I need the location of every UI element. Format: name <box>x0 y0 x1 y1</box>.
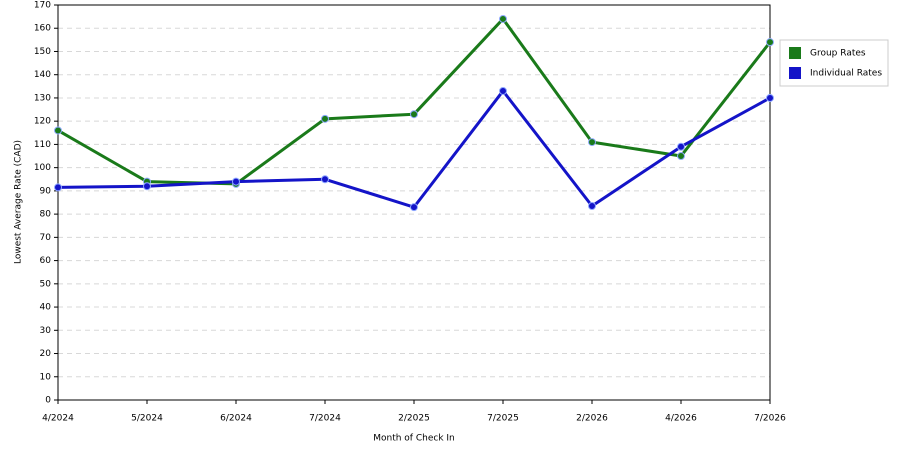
data-point <box>321 175 329 184</box>
x-tick-label: 2/2026 <box>576 414 608 424</box>
x-tick-label: 4/2026 <box>665 414 697 424</box>
data-point <box>410 110 418 119</box>
data-point <box>766 93 774 102</box>
x-tick-label: 7/2024 <box>309 414 341 424</box>
y-tick-label: 80 <box>40 210 52 220</box>
data-point <box>232 177 240 186</box>
y-tick-label: 30 <box>40 326 52 336</box>
legend-swatch <box>789 67 801 79</box>
x-tick-label: 2/2025 <box>398 414 430 424</box>
data-point <box>588 201 596 210</box>
data-point <box>321 114 329 123</box>
data-point <box>677 152 685 161</box>
data-point <box>54 183 62 192</box>
x-axis-label: Month of Check In <box>373 434 455 444</box>
y-axis-label: Lowest Average Rate (CAD) <box>14 140 24 264</box>
data-point <box>766 38 774 47</box>
y-tick-label: 100 <box>34 163 51 173</box>
y-tick-label: 40 <box>40 303 52 313</box>
data-point <box>499 14 507 23</box>
y-tick-label: 130 <box>34 93 51 103</box>
y-tick-label: 60 <box>40 256 52 266</box>
data-point <box>143 182 151 191</box>
x-tick-label: 7/2025 <box>487 414 519 424</box>
data-point <box>499 86 507 95</box>
legend-label: Group Rates <box>810 49 866 59</box>
y-tick-label: 170 <box>34 1 51 11</box>
x-tick-label: 5/2024 <box>131 414 163 424</box>
legend-swatch <box>789 47 801 59</box>
x-tick-label: 4/2024 <box>42 414 74 424</box>
y-tick-label: 70 <box>40 233 52 243</box>
y-tick-label: 110 <box>34 140 51 150</box>
legend <box>779 39 889 87</box>
data-point <box>410 203 418 212</box>
y-tick-label: 120 <box>34 117 51 127</box>
legend-label: Individual Rates <box>810 69 882 79</box>
y-tick-label: 150 <box>34 47 51 57</box>
data-point <box>588 138 596 147</box>
y-tick-label: 10 <box>40 372 52 382</box>
data-point <box>677 142 685 151</box>
y-tick-label: 20 <box>40 349 52 359</box>
y-tick-label: 140 <box>34 70 51 80</box>
x-tick-label: 7/2026 <box>754 414 786 424</box>
y-tick-label: 0 <box>45 396 51 406</box>
y-tick-label: 160 <box>34 24 51 34</box>
y-tick-label: 90 <box>40 186 52 196</box>
x-tick-label: 6/2024 <box>220 414 252 424</box>
y-tick-label: 50 <box>40 279 52 289</box>
data-point <box>54 126 62 135</box>
